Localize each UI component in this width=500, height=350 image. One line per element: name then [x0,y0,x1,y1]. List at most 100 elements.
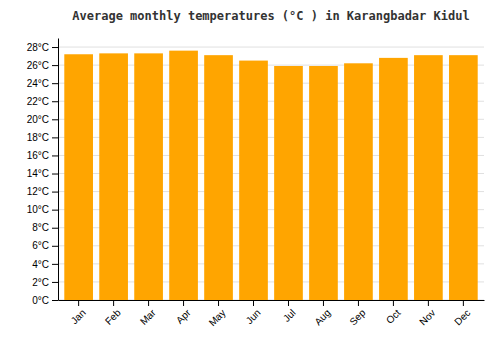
y-tick: 26°C [27,60,58,71]
y-tick-label: 2°C [32,277,49,288]
y-tick: 14°C [27,168,58,179]
x-tick-label: Feb [103,307,123,327]
plot-area [64,51,477,300]
y-tick-label: 12°C [27,186,49,197]
y-tick-mark [52,101,58,102]
bar [99,53,128,300]
x-tick: Jan [69,300,88,326]
x-tick-label: Dec [452,307,472,327]
x-axis-line [59,300,485,301]
bar [379,58,408,300]
x-tick-mark [358,300,359,306]
y-tick-label: 26°C [27,60,49,71]
bar [344,63,373,300]
y-tick-label: 6°C [32,240,49,251]
y-tick: 16°C [27,150,58,161]
bar [414,55,443,300]
bar [169,51,198,300]
y-tick: 0°C [32,295,58,306]
y-tick-label: 0°C [32,295,49,306]
x-tick-label: May [207,307,228,328]
x-tick-label: Aug [312,307,332,327]
x-tick-mark [253,300,254,306]
y-axis: 0°C 2°C 4°C 6°C 8°C 10°C 12°C 14°C 16°C 18°C 20°C 2… [27,39,59,306]
y-tick-label: 22°C [27,96,49,107]
bar [204,55,233,300]
chart-svg: 0°C 2°C 4°C 6°C 8°C 10°C 12°C 14°C 16°C 18°C 20°C 2… [0,0,500,350]
y-tick-label: 24°C [27,78,49,89]
y-tick-mark [52,65,58,66]
y-tick: 28°C [27,42,58,53]
x-tick: Aug [312,300,332,327]
x-tick-label: Sep [347,307,368,328]
x-tick-mark [218,300,219,306]
y-tick: 24°C [27,78,58,89]
y-tick: 12°C [27,186,58,197]
chart-title: Average monthly temperatures (°C ) in Ka… [72,9,469,23]
y-tick-label: 4°C [32,259,49,270]
bar [239,61,268,300]
x-tick: Sep [347,300,368,327]
y-tick-mark [52,174,58,175]
y-tick-mark [52,228,58,229]
x-tick-label: Jul [281,307,298,324]
x-tick: May [207,300,228,328]
x-tick-mark [113,300,114,306]
x-tick: Nov [417,300,437,327]
x-tick-label: Oct [384,307,403,326]
x-tick-label: Apr [174,307,193,326]
x-tick: Apr [174,300,193,326]
x-tick-mark [463,300,464,306]
y-tick: 2°C [32,277,58,288]
y-tick-mark [52,300,58,301]
bar [274,66,303,300]
x-tick-label: Jan [69,307,88,326]
x-tick: Jul [281,300,298,324]
bar [134,53,163,300]
y-tick: 18°C [27,132,58,143]
x-tick-label: Nov [417,307,437,327]
bar [64,54,93,300]
x-tick: Feb [103,300,123,327]
x-tick-mark [428,300,429,306]
y-tick-mark [52,264,58,265]
chart-container: 0°C 2°C 4°C 6°C 8°C 10°C 12°C 14°C 16°C 18°C 20°C 2… [0,0,500,350]
x-tick-mark [393,300,394,306]
grid [58,47,484,300]
y-tick: 10°C [27,204,58,215]
bar [449,55,478,300]
bar [309,66,338,300]
y-tick-mark [52,246,58,247]
y-tick: 6°C [32,240,58,251]
y-tick-label: 14°C [27,168,49,179]
y-axis-line [58,39,59,301]
y-tick-label: 10°C [27,204,49,215]
y-tick-mark [52,210,58,211]
x-axis: Jan Feb Mar Apr May Jun Jul Aug Sep Oct Nov Dec [59,300,485,328]
x-tick: Jun [244,300,263,326]
x-tick: Mar [138,300,158,327]
x-tick: Oct [384,300,403,326]
x-tick-mark [148,300,149,306]
x-tick-mark [288,300,289,306]
y-tick-mark [52,192,58,193]
x-tick-mark [323,300,324,306]
y-tick-label: 20°C [27,114,49,125]
x-tick-label: Mar [138,307,158,327]
y-tick-label: 18°C [27,132,49,143]
y-tick: 8°C [32,222,58,233]
y-tick-mark [52,119,58,120]
y-tick: 22°C [27,96,58,107]
y-tick-mark [52,83,58,84]
y-tick: 20°C [27,114,58,125]
x-tick-label: Jun [244,307,263,326]
y-tick-label: 16°C [27,150,49,161]
x-tick-mark [78,300,79,306]
y-tick-mark [52,155,58,156]
x-tick: Dec [452,300,472,327]
y-tick-label: 28°C [27,42,49,53]
x-tick-mark [183,300,184,306]
y-tick-label: 8°C [32,222,49,233]
y-tick: 4°C [32,259,58,270]
y-tick-mark [52,47,58,48]
